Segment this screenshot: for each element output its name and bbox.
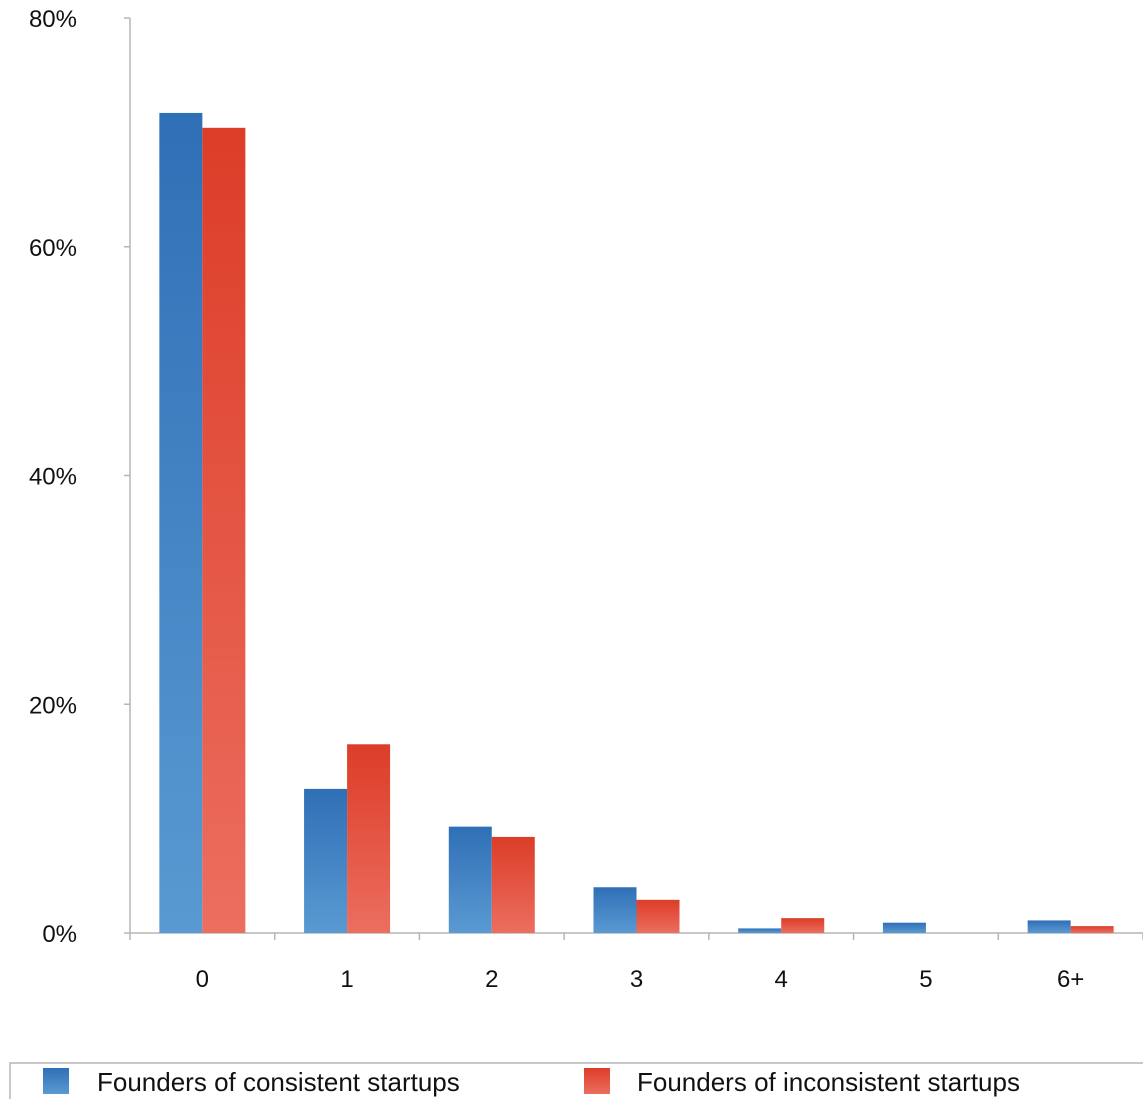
bar-inconsistent-3 (636, 899, 680, 933)
y-tick-label: 40% (29, 464, 77, 491)
x-tick-label: 5 (919, 966, 932, 993)
bar-consistent-0 (159, 112, 203, 933)
y-tick-label: 60% (29, 235, 77, 262)
bar-consistent-2 (448, 826, 492, 933)
legend-swatch-consistent (43, 1068, 69, 1094)
bar-inconsistent-6+ (1070, 926, 1114, 933)
bar-inconsistent-2 (491, 836, 535, 933)
bar-inconsistent-0 (202, 127, 246, 934)
bar-consistent-6+ (1027, 920, 1071, 933)
bar-consistent-5 (882, 922, 926, 933)
legend-swatch-inconsistent (584, 1068, 610, 1094)
bar-inconsistent-4 (781, 918, 825, 933)
legend: Founders of consistent startups Founders… (9, 1062, 1143, 1099)
y-tick-label: 0% (42, 921, 77, 948)
legend-box (9, 1062, 1143, 1099)
y-tick-label: 80% (29, 6, 77, 33)
bar-consistent-3 (593, 887, 637, 933)
y-axis-ticks: 0% 20% 40% 60% 80% (29, 6, 130, 948)
legend-label-inconsistent: Founders of inconsistent startups (637, 1067, 1020, 1097)
bar-consistent-1 (304, 788, 348, 933)
x-tick-label: 3 (630, 966, 643, 993)
y-tick-label: 20% (29, 692, 77, 719)
x-tick-label: 0 (196, 966, 209, 993)
x-axis-ticks: 0 1 2 3 4 5 6+ (129, 933, 1143, 993)
x-tick-label: 1 (340, 966, 353, 993)
bar-inconsistent-1 (347, 744, 391, 933)
bars (159, 112, 1114, 934)
plot-area: 0% 20% 40% 60% 80% 0 1 2 3 4 5 6+ (29, 6, 1143, 993)
x-tick-label: 2 (485, 966, 498, 993)
x-tick-label: 4 (775, 966, 788, 993)
legend-label-consistent: Founders of consistent startups (97, 1067, 460, 1097)
x-tick-label: 6+ (1057, 966, 1084, 993)
bar-consistent-4 (738, 928, 782, 933)
